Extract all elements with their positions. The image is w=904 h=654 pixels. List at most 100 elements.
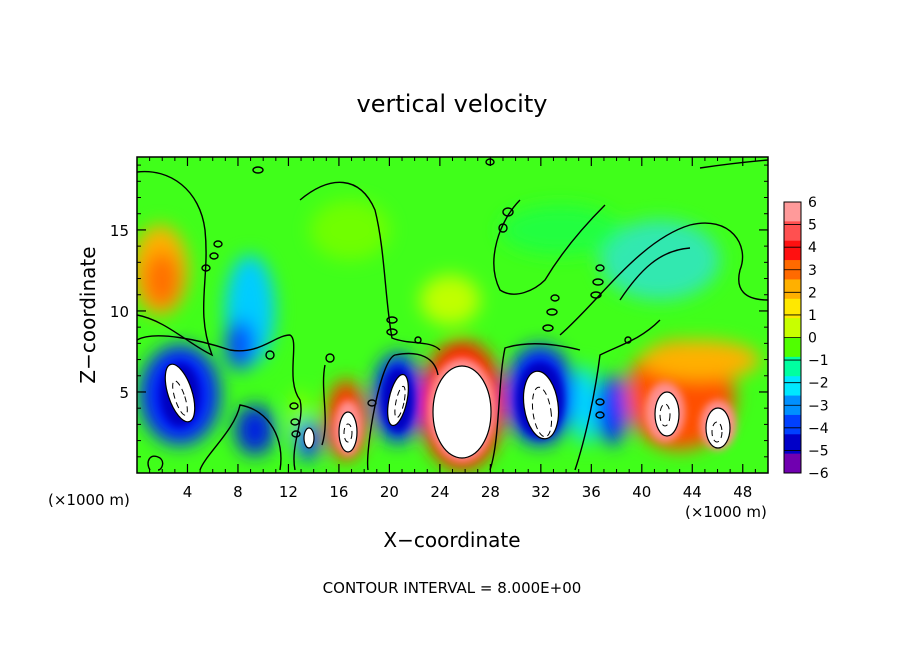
colorbar-swatch bbox=[784, 356, 801, 377]
dashed-contour bbox=[659, 403, 671, 427]
zero-contour bbox=[366, 352, 439, 471]
colorbar-label: 0 bbox=[808, 331, 817, 347]
small-contour bbox=[252, 166, 264, 174]
x-tick-label: 36 bbox=[582, 483, 601, 501]
y-axis: 5 10 15 bbox=[110, 164, 768, 458]
dashed-contour bbox=[394, 385, 406, 419]
y-tick-label: 10 bbox=[110, 303, 129, 321]
colorbar-label: −4 bbox=[808, 421, 829, 437]
small-contour bbox=[590, 291, 602, 299]
field-blob bbox=[235, 405, 275, 455]
dashed-contour bbox=[343, 423, 353, 443]
field-blob bbox=[596, 375, 628, 445]
colorbar-swatch bbox=[784, 453, 801, 474]
colorbar-label: 6 bbox=[808, 195, 817, 211]
field-blob bbox=[144, 252, 180, 308]
core-updraft-44 bbox=[705, 407, 731, 449]
field-blob bbox=[310, 200, 390, 260]
small-contour bbox=[213, 240, 223, 248]
zero-contour bbox=[137, 170, 214, 357]
colorbar-swatch bbox=[784, 279, 801, 300]
x-tick-label: 32 bbox=[531, 483, 550, 501]
x-tick-label: 28 bbox=[481, 483, 500, 501]
core-updraft-24 bbox=[432, 365, 492, 459]
zero-contour bbox=[299, 181, 441, 351]
x-axis-label: X−coordinate bbox=[383, 528, 520, 552]
y-axis-label: Z−coordinate bbox=[76, 246, 100, 383]
zero-contour bbox=[559, 222, 768, 336]
field-blob bbox=[225, 320, 255, 370]
small-contour bbox=[367, 399, 377, 407]
colorbar-swatch bbox=[784, 318, 801, 338]
colorbar-swatch bbox=[784, 298, 801, 319]
contour-lines bbox=[137, 158, 768, 471]
colorbar-swatch bbox=[784, 337, 801, 358]
negative-contours bbox=[172, 380, 723, 443]
zero-contour bbox=[493, 199, 606, 295]
small-contour bbox=[595, 411, 605, 419]
x-tick-label: 4 bbox=[183, 483, 193, 501]
core-downdraft-20 bbox=[387, 373, 409, 427]
small-contour bbox=[291, 430, 301, 438]
small-contour bbox=[542, 324, 554, 332]
zero-contour bbox=[699, 159, 768, 169]
field-blob bbox=[500, 205, 620, 255]
field-blob bbox=[640, 340, 760, 380]
small-contour bbox=[386, 316, 398, 324]
zero-contour bbox=[199, 404, 282, 471]
core-updraft-40 bbox=[654, 391, 680, 437]
small-contour bbox=[595, 398, 605, 406]
colorbar-label: 3 bbox=[808, 263, 817, 279]
y-tick-label: 5 bbox=[119, 384, 129, 402]
zero-contour bbox=[137, 334, 302, 471]
x-tick-label: 24 bbox=[430, 483, 449, 501]
x-tick-label: 48 bbox=[733, 483, 752, 501]
y-tick-label: 15 bbox=[110, 222, 129, 240]
colorbar-label: 2 bbox=[808, 285, 817, 301]
core-updraft-12 bbox=[303, 427, 315, 449]
field-blob bbox=[420, 275, 480, 325]
zero-contour bbox=[321, 364, 326, 446]
colorbar-label: −3 bbox=[808, 398, 829, 414]
small-contour bbox=[550, 294, 560, 302]
plot-area bbox=[137, 157, 768, 473]
colorbar-label: 1 bbox=[808, 308, 817, 324]
colorbar-label: −2 bbox=[808, 376, 829, 392]
dashed-contour bbox=[172, 380, 188, 416]
field-blob bbox=[600, 220, 720, 300]
small-contour bbox=[595, 264, 605, 272]
colorbar-swatch bbox=[784, 414, 801, 435]
small-contour bbox=[290, 418, 300, 426]
x-tick-label: 44 bbox=[683, 483, 702, 501]
zero-contour bbox=[619, 247, 691, 301]
small-contour bbox=[592, 278, 604, 286]
small-contour bbox=[201, 264, 211, 272]
colorbar-label: 5 bbox=[808, 218, 817, 234]
small-contour bbox=[624, 336, 632, 344]
dashed-contour bbox=[531, 386, 553, 438]
x-tick-label: 8 bbox=[233, 483, 243, 501]
x-unit-label-right: (×1000 m) bbox=[685, 503, 767, 521]
zero-contour bbox=[489, 343, 581, 471]
zero-contour bbox=[147, 455, 164, 471]
dashed-contour bbox=[711, 421, 723, 443]
colorbar: 6 5 4 3 2 1 0 −1 −2 −3 −4 −5 −6 bbox=[783, 195, 829, 482]
small-contour bbox=[414, 336, 422, 344]
small-contour bbox=[546, 308, 558, 316]
x-tick-label: 12 bbox=[279, 483, 298, 501]
small-contour bbox=[325, 353, 335, 363]
colorbar-label: −6 bbox=[808, 466, 829, 482]
colorbar-swatch bbox=[784, 221, 801, 242]
colorbar-swatch bbox=[784, 240, 801, 261]
x-unit-label-left: (×1000 m) bbox=[48, 491, 130, 509]
colorbar-swatch bbox=[784, 202, 801, 222]
x-tick-label: 16 bbox=[329, 483, 348, 501]
white-cores bbox=[164, 363, 731, 459]
x-axis: 4 8 12 16 20 24 28 32 36 40 44 48 bbox=[149, 157, 756, 501]
small-contour bbox=[502, 207, 514, 217]
x-tick-label: 20 bbox=[380, 483, 399, 501]
small-contour bbox=[265, 350, 275, 360]
colorbar-label: 4 bbox=[808, 240, 817, 256]
colorbar-swatch bbox=[784, 434, 801, 455]
